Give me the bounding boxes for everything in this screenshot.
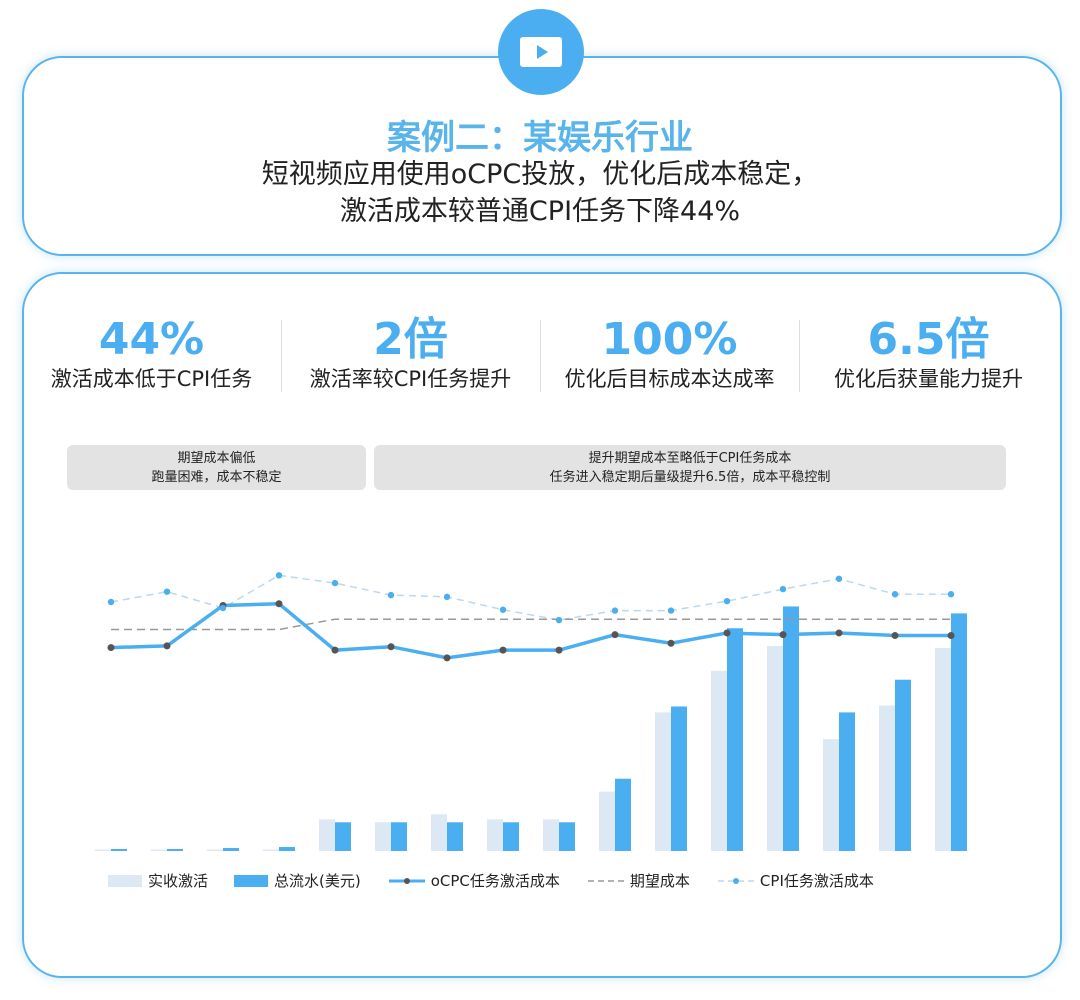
cpi-point	[275, 572, 283, 579]
bar-revenue	[223, 848, 239, 851]
cpi-point	[555, 616, 563, 624]
ocpc-point	[387, 643, 395, 651]
dashed-line-swatch-icon	[587, 879, 624, 882]
bar-revenue	[167, 849, 183, 851]
stat-activation-rate: 2倍 激活率较CPI任务提升	[281, 316, 540, 396]
bar-revenue	[447, 822, 463, 851]
bar-activations	[95, 849, 111, 851]
cpi-point	[443, 593, 451, 601]
ocpc-point	[947, 632, 955, 640]
bar-revenue	[895, 679, 911, 851]
case-subtitle: 短视频应用使用oCPC投放，优化后成本稳定， 激活成本较普通CPI任务下降44%	[261, 159, 819, 227]
legend-item-activations: 实收激活	[108, 870, 208, 891]
bar-activations	[711, 670, 727, 851]
legend-item-ocpc-cost: oCPC任务激活成本	[387, 870, 560, 891]
cpi-point	[947, 591, 955, 598]
bar-activations	[207, 849, 223, 851]
bar-revenue	[335, 822, 351, 851]
play-video-icon	[498, 9, 584, 95]
ocpc-point	[163, 642, 171, 650]
bar-revenue	[615, 778, 631, 851]
bar-revenue	[559, 822, 575, 851]
line-ocpc-cost	[110, 601, 951, 660]
bar-revenue	[839, 712, 855, 851]
ocpc-point	[275, 600, 283, 608]
bar-activations	[151, 849, 167, 851]
line-expected-cost	[111, 618, 951, 631]
bar-activations	[935, 648, 951, 851]
legend-item-cpi-cost: CPI任务激活成本	[716, 870, 874, 891]
legend-item-expected-cost: 期望成本	[586, 870, 690, 891]
cpi-point	[723, 597, 731, 605]
ocpc-point	[555, 646, 563, 654]
bar-activations	[879, 705, 895, 851]
bar-revenue	[391, 822, 407, 851]
bar-activations	[543, 819, 559, 851]
cpi-point	[107, 598, 115, 606]
ocpc-point	[779, 631, 787, 639]
bar-revenue	[951, 613, 967, 851]
cpi-point	[891, 591, 899, 598]
stat-volume-gain: 6.5倍 优化后获量能力提升	[799, 316, 1058, 396]
annotation-phase-1: 期望成本偏低 跑量困难，成本不稳定	[67, 445, 366, 490]
ocpc-point	[835, 629, 843, 637]
dashed-line-dot-swatch-icon	[717, 877, 754, 884]
ocpc-point	[107, 644, 115, 652]
bar-activations	[823, 739, 839, 851]
bar-activations	[431, 814, 447, 851]
bar-revenue	[671, 706, 687, 851]
bar-activations	[263, 849, 279, 851]
line-cpi-cost	[110, 574, 951, 621]
annotation-phase-2: 提升期望成本至略低于CPI任务成本 任务进入稳定期后量级提升6.5倍，成本平稳控…	[374, 445, 1006, 490]
cpi-point	[499, 606, 507, 613]
legend-item-revenue: 总流水(美元)	[234, 870, 361, 891]
ocpc-point	[611, 631, 619, 639]
bar-revenue	[783, 606, 799, 851]
blue-bar-swatch-icon	[234, 874, 269, 887]
bar-revenue	[727, 628, 743, 851]
chart-legend: 实收激活 总流水(美元) oCPC任务激活成本 期望成本 CPI任务激活成本	[108, 870, 900, 891]
ocpc-point	[891, 632, 899, 640]
cpi-point	[387, 591, 395, 599]
ocpc-point	[667, 639, 675, 647]
solid-line-dot-swatch-icon	[388, 877, 425, 884]
cpi-point	[163, 588, 171, 595]
bar-revenue	[111, 849, 127, 851]
cpi-point	[667, 607, 675, 614]
bar-revenue	[279, 847, 295, 851]
stat-cost-lower: 44% 激活成本低于CPI任务	[50, 314, 253, 392]
ocpc-point	[723, 629, 731, 637]
bar-activations	[767, 646, 783, 851]
bar-activations	[655, 712, 671, 851]
cpi-point	[835, 575, 843, 582]
bar-activations	[487, 819, 503, 851]
light-bar-swatch-icon	[108, 874, 142, 887]
cpi-point	[611, 607, 619, 614]
bar-revenue	[503, 822, 519, 851]
bar-activations	[319, 819, 335, 851]
case-title: 案例二：某娱乐行业	[387, 118, 693, 158]
ocpc-point	[499, 646, 507, 654]
cpi-point	[219, 604, 227, 612]
stats-row: 44% 激活成本低于CPI任务 2倍 激活率较CPI任务提升 100% 优化后目…	[22, 316, 1058, 396]
bar-activations	[599, 791, 615, 851]
ocpc-point	[443, 654, 451, 662]
cpi-point	[779, 585, 787, 593]
ocpc-point	[331, 646, 339, 654]
bar-activations	[375, 822, 391, 851]
stat-target-rate: 100% 优化后目标成本达成率	[540, 316, 799, 396]
cpi-point	[331, 579, 339, 587]
